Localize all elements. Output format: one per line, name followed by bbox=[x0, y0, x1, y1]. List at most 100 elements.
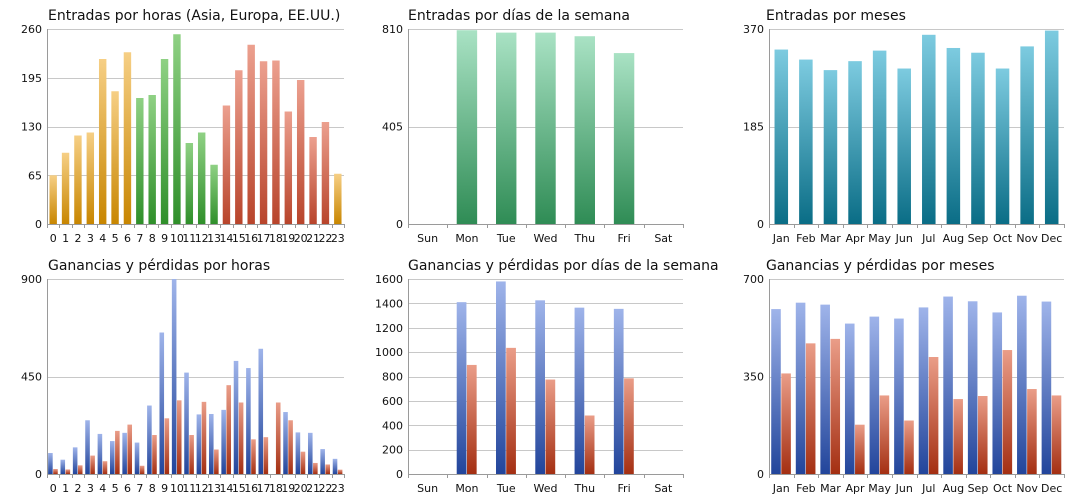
pnl-hours-bar-gain bbox=[48, 452, 53, 474]
pnl-hours-bar-gain bbox=[246, 368, 251, 474]
pnl-weekdays-chart: Ganancias y pérdidas por días de la sema… bbox=[375, 258, 719, 495]
entries-weekdays-xtick-label: Tue bbox=[496, 232, 516, 245]
entries-hours-ytick-label: 65 bbox=[28, 169, 42, 182]
pnl-hours-bar-gain bbox=[60, 459, 66, 474]
entries-months-xtick-label: May bbox=[868, 232, 891, 245]
pnl-hours-xtick-label: 18 bbox=[269, 482, 283, 495]
pnl-weekdays-ytick-label: 200 bbox=[382, 444, 403, 457]
pnl-months-xtick-label: Jul bbox=[921, 482, 935, 495]
pnl-hours-bar-gain bbox=[184, 372, 189, 474]
entries-hours-bar bbox=[49, 175, 57, 224]
entries-hours-bar bbox=[148, 95, 156, 224]
pnl-hours-bar-loss bbox=[275, 402, 281, 474]
entries-weekdays-bar bbox=[535, 32, 556, 224]
entries-months-bar bbox=[922, 34, 936, 224]
entries-months-bar bbox=[872, 50, 887, 224]
entries-hours-bar bbox=[272, 60, 280, 224]
entries-weekdays-bar bbox=[574, 36, 595, 224]
pnl-hours-xtick-label: 0 bbox=[50, 482, 57, 495]
pnl-hours-xtick-label: 8 bbox=[149, 482, 156, 495]
entries-hours-xtick-label: 8 bbox=[149, 232, 156, 245]
pnl-months-ytick-label: 0 bbox=[757, 468, 764, 481]
pnl-weekdays-xtick-label: Wed bbox=[534, 482, 558, 495]
entries-months-ytick-label: 185 bbox=[743, 121, 764, 134]
entries-hours-xtick-label: 0 bbox=[50, 232, 57, 245]
entries-hours-xtick-label: 17 bbox=[257, 232, 271, 245]
pnl-hours-bar-gain bbox=[233, 360, 239, 474]
pnl-weekdays-bar-loss bbox=[506, 347, 516, 474]
entries-weekdays-xtick-label: Mon bbox=[455, 232, 478, 245]
pnl-weekdays-bar-gain bbox=[496, 281, 506, 474]
pnl-hours-xtick-label: 17 bbox=[257, 482, 271, 495]
entries-months-xtick-label: Jun bbox=[895, 232, 913, 245]
pnl-weekdays-xtick-label: Fri bbox=[618, 482, 631, 495]
pnl-hours-ytick-label: 0 bbox=[35, 468, 42, 481]
pnl-months-xtick-label: May bbox=[868, 482, 891, 495]
pnl-hours-bar-loss bbox=[152, 435, 157, 474]
pnl-hours-xtick-label: 1 bbox=[62, 482, 69, 495]
entries-months-xtick-label: Feb bbox=[796, 232, 815, 245]
pnl-months-bar-loss bbox=[879, 395, 890, 474]
pnl-hours-xtick-label: 14 bbox=[219, 482, 233, 495]
pnl-months-chart: Ganancias y pérdidas por meses 0 350 700 Jan… bbox=[743, 258, 1065, 495]
pnl-hours-bar-loss bbox=[238, 402, 244, 474]
pnl-hours-xtick-label: 12 bbox=[195, 482, 209, 495]
entries-months-ytick-label: 370 bbox=[743, 23, 764, 36]
pnl-weekdays-ytick-label: 800 bbox=[382, 371, 403, 384]
pnl-hours-xtick-label: 13 bbox=[207, 482, 221, 495]
entries-hours-xtick-label: 15 bbox=[232, 232, 246, 245]
pnl-hours-bar-loss bbox=[77, 465, 83, 474]
pnl-months-bar-gain bbox=[967, 301, 978, 474]
entries-hours-xtick-label: 12 bbox=[195, 232, 209, 245]
entries-hours-xtick-label: 1 bbox=[62, 232, 69, 245]
pnl-months-bar-loss bbox=[977, 396, 988, 474]
pnl-weekdays-xtick-label: Sat bbox=[654, 482, 673, 495]
pnl-hours-bar-gain bbox=[134, 442, 140, 474]
entries-hours-xtick-label: 22 bbox=[318, 232, 332, 245]
entries-weekdays-title: Entradas por días de la semana bbox=[408, 8, 630, 24]
entries-hours-bar bbox=[247, 44, 255, 224]
pnl-hours-xtick-label: 7 bbox=[136, 482, 143, 495]
entries-hours-xtick-label: 20 bbox=[294, 232, 308, 245]
pnl-months-bar-loss bbox=[830, 338, 841, 474]
entries-weekdays-ytick-label: 810 bbox=[382, 23, 403, 36]
pnl-hours-bar-loss bbox=[115, 430, 120, 474]
pnl-months-xtick-label: Oct bbox=[993, 482, 1013, 495]
pnl-months-xtick-label: Mar bbox=[820, 482, 841, 495]
entries-hours-bar bbox=[173, 34, 181, 224]
entries-hours-xtick-label: 5 bbox=[112, 232, 119, 245]
entries-months-bar bbox=[823, 70, 838, 224]
pnl-months-xtick-label: Apr bbox=[846, 482, 866, 495]
entries-months-bar bbox=[799, 59, 813, 224]
entries-months-bar bbox=[897, 68, 911, 224]
pnl-months-xtick-label: Jun bbox=[895, 482, 913, 495]
entries-hours-bar bbox=[185, 143, 194, 224]
entries-months-bar bbox=[774, 49, 789, 225]
pnl-hours-ytick-label: 450 bbox=[21, 371, 42, 384]
entries-months-bar bbox=[1044, 30, 1059, 224]
entries-hours-xtick-label: 23 bbox=[331, 232, 345, 245]
pnl-hours-bar-gain bbox=[332, 458, 338, 474]
pnl-weekdays-ytick-label: 1600 bbox=[375, 273, 403, 286]
pnl-months-xtick-label: Aug bbox=[943, 482, 964, 495]
entries-months-chart: Entradas por meses 0 185 370 Jan Feb Mar Apr May… bbox=[743, 8, 1065, 245]
pnl-weekdays-bar-gain bbox=[456, 302, 467, 474]
entries-hours-xtick-label: 18 bbox=[269, 232, 283, 245]
pnl-weekdays-bar-loss bbox=[545, 379, 556, 474]
pnl-months-bar-gain bbox=[844, 323, 855, 474]
pnl-hours-bar-gain bbox=[221, 409, 226, 474]
pnl-weekdays-bar-gain bbox=[613, 308, 624, 474]
entries-hours-bar bbox=[334, 173, 342, 224]
pnl-hours-xtick-label: 15 bbox=[232, 482, 246, 495]
pnl-hours-bar-loss bbox=[65, 469, 71, 474]
entries-months-bar bbox=[848, 61, 862, 224]
entries-hours-bar bbox=[111, 91, 119, 224]
pnl-hours-bar-loss bbox=[176, 400, 182, 474]
pnl-months-bar-loss bbox=[855, 424, 865, 474]
pnl-hours-bar-gain bbox=[85, 420, 90, 474]
pnl-hours-bar-gain bbox=[147, 405, 152, 474]
entries-hours-xtick-label: 19 bbox=[281, 232, 295, 245]
entries-weekdays-bar bbox=[496, 32, 517, 224]
pnl-months-bar-loss bbox=[1002, 350, 1013, 474]
entries-months-xtick-label: Aug bbox=[943, 232, 964, 245]
